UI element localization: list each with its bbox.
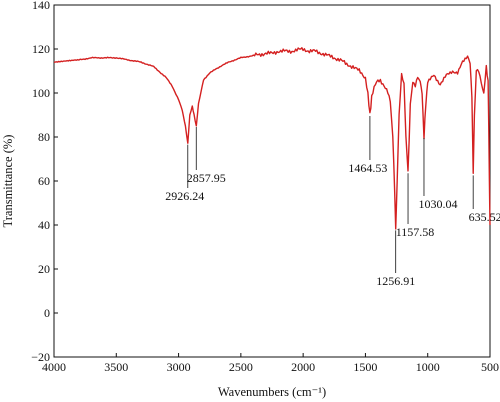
x-tick-label: 2500 bbox=[229, 360, 253, 374]
y-tick-label: 20 bbox=[38, 262, 50, 276]
x-axis-ticks: 4000 3500 3000 2500 2000 1500 1000 500 bbox=[42, 353, 499, 374]
y-tick-label: 100 bbox=[32, 86, 50, 100]
y-tick-label: 120 bbox=[32, 42, 50, 56]
y-axis-ticks: −20 0 20 40 60 80 100 120 140 bbox=[31, 0, 58, 364]
x-tick-label: 3500 bbox=[104, 360, 128, 374]
y-tick-label: 40 bbox=[38, 218, 50, 232]
y-tick-label: 60 bbox=[38, 174, 50, 188]
x-tick-label: 2000 bbox=[291, 360, 315, 374]
y-tick-label: 0 bbox=[44, 306, 50, 320]
y-tick-label: 140 bbox=[32, 0, 50, 12]
y-axis-title: Transmittance (%) bbox=[1, 135, 15, 228]
peak-label: 1464.53 bbox=[348, 161, 387, 175]
peak-label: 1030.04 bbox=[418, 197, 457, 211]
peak-label: 1157.58 bbox=[396, 225, 435, 239]
x-tick-label: 4000 bbox=[42, 360, 66, 374]
y-tick-label: 80 bbox=[38, 130, 50, 144]
x-tick-label: 500 bbox=[481, 360, 499, 374]
y-tick-label: −20 bbox=[31, 350, 50, 364]
peak-annotations: 2926.24 2857.95 1464.53 1256.91 1157.58 1030.… bbox=[165, 116, 500, 288]
peak-label: 2857.95 bbox=[187, 171, 226, 185]
x-axis-title: Wavenumbers (cm⁻¹) bbox=[218, 385, 326, 399]
peak-label: 1256.91 bbox=[376, 274, 415, 288]
x-tick-label: 1000 bbox=[416, 360, 440, 374]
series-line bbox=[53, 47, 491, 230]
x-tick-label: 3000 bbox=[167, 360, 191, 374]
peak-label: 2926.24 bbox=[165, 189, 204, 203]
peak-label: 635.52 bbox=[469, 210, 500, 224]
x-tick-label: 1500 bbox=[353, 360, 377, 374]
